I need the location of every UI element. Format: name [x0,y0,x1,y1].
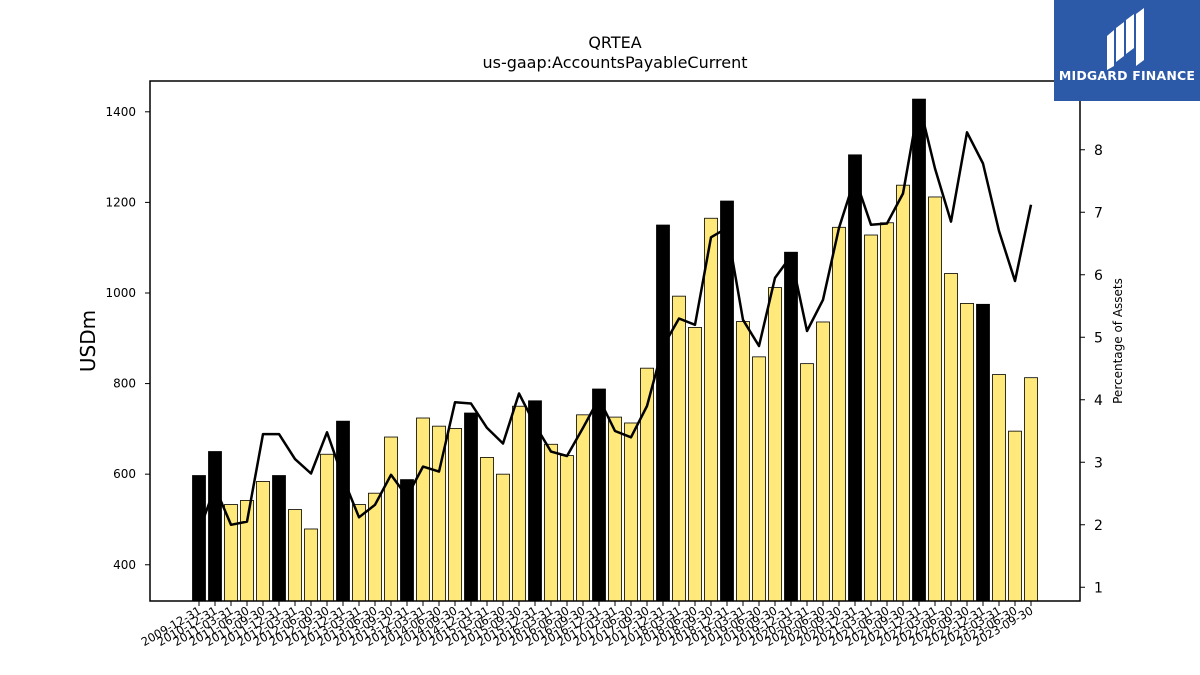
y-axis-left-label: USDm [76,310,100,372]
y-right-tick-label: 1 [1094,580,1103,596]
bar-2017-03-31 [608,416,622,602]
bar-2021-03-31 [864,234,878,602]
chart-subtitle: us-gaap:AccountsPayableCurrent [482,53,747,72]
bar-2020-03-31 [800,363,814,602]
y-right-tick-label: 8 [1094,143,1103,159]
y-left-tick-label: 400 [113,558,136,572]
bar-2019-12-31 [784,251,798,602]
brand-logo: MIDGARD FINANCE [1054,0,1200,101]
y-axis-right-label: Percentage of Assets [1111,278,1125,404]
bar-2022-12-31 [976,303,990,602]
bar-2018-03-31 [672,295,686,602]
y-right-tick-label: 6 [1094,268,1103,284]
bar-2022-06-30 [944,273,958,602]
bar-2011-12-31 [272,475,286,602]
bar-2016-03-31 [544,443,558,602]
bar-2021-06-30 [880,222,894,602]
bars-group [192,98,1038,602]
bar-2023-09-30 [1024,377,1038,602]
bar-2017-12-31 [656,224,670,602]
bar-2016-12-31 [592,388,606,602]
bar-2014-03-31 [416,417,430,602]
bar-2015-06-30 [496,473,510,602]
bar-2012-12-31 [336,420,350,602]
bar-2012-03-31 [288,509,302,602]
bar-2017-06-30 [624,422,638,602]
bar-2015-09-30 [512,405,526,602]
midgard-logo-icon [1107,8,1144,70]
bar-2021-09-30 [896,184,910,602]
bar-2021-12-31 [912,98,926,602]
brand-name: MIDGARD FINANCE [1058,68,1196,83]
bar-2020-06-30 [816,321,830,602]
bar-2015-03-31 [480,457,494,602]
bar-2018-09-30 [704,217,718,602]
y-right-tick-label: 2 [1094,518,1103,534]
bar-2019-06-30 [752,356,766,602]
bar-2014-12-31 [464,412,478,602]
axes-group: 400600800100012001400123456782009-12-312… [105,80,1103,649]
y-left-tick-label: 1000 [105,286,136,300]
bar-2010-12-31 [208,451,222,602]
y-left-tick-label: 800 [113,377,136,391]
bar-2019-03-31 [736,321,750,602]
percentage-line [197,101,1033,532]
bar-2023-03-31 [992,374,1006,602]
chart-title: QRTEA [588,33,641,52]
y-right-tick-label: 7 [1094,205,1103,221]
bar-2011-03-31 [224,504,238,602]
bar-2023-06-30 [1008,430,1022,602]
bar-2019-09-30 [768,287,782,602]
y-right-tick-label: 3 [1094,455,1103,471]
bar-2012-09-30 [320,453,334,602]
y-left-tick-label: 600 [113,467,136,481]
y-left-tick-label: 1200 [105,195,136,209]
y-right-tick-label: 4 [1094,393,1103,409]
bar-2022-09-30 [960,303,974,602]
bar-2020-09-30 [832,226,846,602]
bar-2012-06-30 [304,528,318,602]
bar-2014-09-30 [448,428,462,602]
y-right-tick-label: 5 [1094,330,1103,346]
bar-2013-09-30 [384,436,398,602]
bar-2011-09-30 [256,481,270,602]
bar-2022-03-31 [928,196,942,602]
bar-2009-12-31 [192,475,206,602]
y-left-tick-label: 1400 [105,105,136,119]
bar-2020-12-31 [848,154,862,602]
bar-2018-06-30 [688,327,702,602]
bar-2013-03-31 [352,504,366,602]
line-group [197,101,1033,532]
bar-2016-09-30 [576,414,590,602]
bar-2016-06-30 [560,455,574,602]
